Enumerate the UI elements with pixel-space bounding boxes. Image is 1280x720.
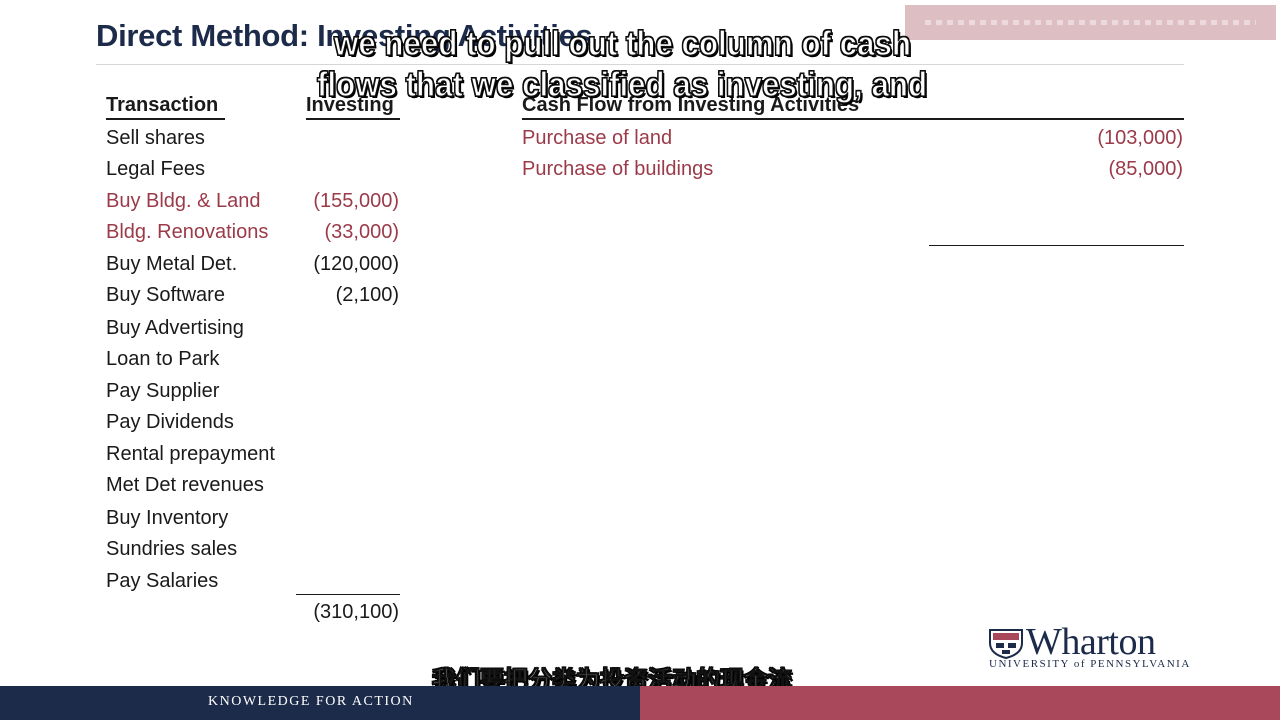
wharton-shield-icon	[989, 629, 1023, 659]
cash-flow-label: Purchase of land	[522, 127, 673, 149]
cash-flow-total-rule	[929, 245, 1184, 246]
slide-title: Direct Method: Investing Activities	[96, 18, 593, 53]
transaction-label: Bldg. Renovations	[106, 221, 269, 243]
transaction-label: Pay Salaries	[106, 570, 219, 592]
investing-header-underline	[306, 118, 400, 120]
total-rule	[296, 594, 400, 595]
transaction-label: Buy Software	[106, 284, 225, 306]
transaction-label: Loan to Park	[106, 348, 220, 370]
title-divider	[96, 64, 1184, 65]
transaction-label: Buy Advertising	[106, 317, 244, 339]
transaction-label: Buy Metal Det.	[106, 253, 238, 275]
transaction-label: Sell shares	[106, 127, 205, 149]
investing-value: (120,000)	[313, 253, 399, 275]
footer-tagline: KNOWLEDGE FOR ACTION	[208, 694, 414, 709]
transaction-label: Rental prepayment	[106, 443, 275, 465]
cash-flow-value: (103,000)	[1097, 127, 1183, 149]
watermark-overlay	[905, 5, 1276, 40]
english-subtitle-line2: flows that we classified as investing, a…	[316, 65, 928, 104]
transaction-label: Buy Inventory	[106, 507, 229, 529]
footer-bar-right	[640, 686, 1280, 720]
cash-flow-value: (85,000)	[1108, 158, 1184, 180]
investing-total: (310,100)	[313, 601, 399, 623]
transaction-header-underline	[106, 118, 225, 120]
transaction-label: Met Det revenues	[106, 474, 264, 496]
investing-header: Investing	[306, 94, 394, 116]
transaction-label: Buy Bldg. & Land	[106, 190, 261, 212]
cash-flow-investing-heading: Cash Flow from Investing Activities	[522, 94, 860, 116]
cash-flow-heading-underline	[522, 118, 1184, 120]
english-subtitle-line1: we need to pull out the column of cash	[333, 24, 911, 63]
wharton-logo-subtext: UNIVERSITY of PENNSYLVANIA	[989, 658, 1191, 670]
wharton-logo-text: Wharton	[1026, 621, 1156, 663]
transaction-header: Transaction	[106, 94, 219, 116]
footer-bar-left	[0, 686, 640, 720]
investing-value: (2,100)	[335, 284, 399, 306]
investing-value: (33,000)	[324, 221, 400, 243]
transaction-label: Legal Fees	[106, 158, 205, 180]
investing-value: (155,000)	[313, 190, 399, 212]
transaction-label: Sundries sales	[106, 538, 238, 560]
transaction-label: Pay Supplier	[106, 380, 220, 402]
cash-flow-label: Purchase of buildings	[522, 158, 714, 180]
transaction-label: Pay Dividends	[106, 411, 234, 433]
